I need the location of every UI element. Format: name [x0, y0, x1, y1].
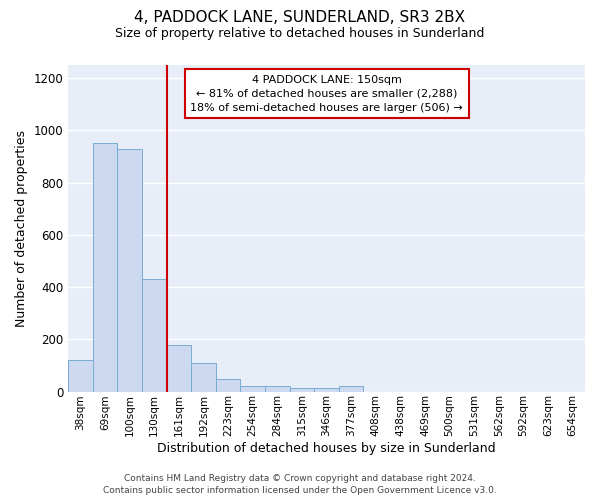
Bar: [142, 279, 167, 392]
Text: Contains HM Land Registry data © Crown copyright and database right 2024.
Contai: Contains HM Land Registry data © Crown c…: [103, 474, 497, 495]
Text: 4 PADDOCK LANE: 150sqm
← 81% of detached houses are smaller (2,288)
18% of semi-: 4 PADDOCK LANE: 150sqm ← 81% of detached…: [190, 75, 463, 113]
Bar: [265, 386, 290, 392]
Bar: [216, 380, 241, 392]
Text: 4, PADDOCK LANE, SUNDERLAND, SR3 2BX: 4, PADDOCK LANE, SUNDERLAND, SR3 2BX: [134, 10, 466, 25]
Bar: [241, 386, 265, 392]
Bar: [339, 386, 364, 392]
Bar: [167, 344, 191, 392]
Text: Size of property relative to detached houses in Sunderland: Size of property relative to detached ho…: [115, 28, 485, 40]
Bar: [290, 388, 314, 392]
Bar: [93, 144, 118, 392]
Bar: [314, 388, 339, 392]
Y-axis label: Number of detached properties: Number of detached properties: [15, 130, 28, 327]
Bar: [118, 148, 142, 392]
Bar: [191, 363, 216, 392]
Bar: [68, 360, 93, 392]
X-axis label: Distribution of detached houses by size in Sunderland: Distribution of detached houses by size …: [157, 442, 496, 455]
